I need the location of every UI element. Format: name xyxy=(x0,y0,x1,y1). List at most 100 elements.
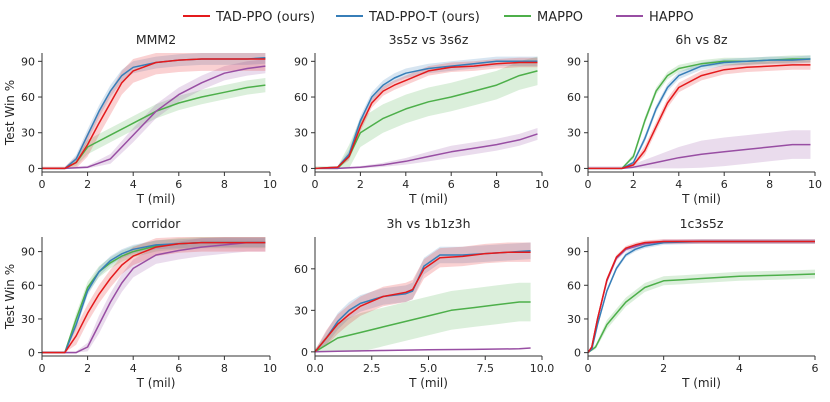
x-tick-label: 5.0 xyxy=(420,362,438,375)
x-tick-label: 2.5 xyxy=(363,362,381,375)
x-tick-label: 7.5 xyxy=(477,362,495,375)
x-tick-label: 8 xyxy=(221,362,228,375)
band-mappo xyxy=(42,78,266,169)
x-tick-label: 6 xyxy=(448,178,455,191)
x-tick-label: 8 xyxy=(493,178,500,191)
y-tick-label: 90 xyxy=(567,55,581,68)
y-tick-label: 30 xyxy=(567,313,581,326)
y-tick-label: 90 xyxy=(567,246,581,259)
y-tick-label: 30 xyxy=(294,127,308,140)
x-tick-label: 6 xyxy=(175,362,182,375)
y-tick-label: 0 xyxy=(574,347,581,360)
panel-title: corridor xyxy=(132,216,182,231)
x-axis-label: T (mil) xyxy=(681,192,721,206)
y-axis-label: Test Win % xyxy=(3,80,17,146)
y-tick-label: 90 xyxy=(21,246,35,259)
legend: TAD-PPO (ours) TAD-PPO-T (ours) MAPPO HA… xyxy=(183,10,694,25)
series-line-tad-ppo-t-ours xyxy=(314,60,538,170)
series-line-tad-ppo-ours xyxy=(42,58,266,170)
band-tad-ppo-ours xyxy=(42,237,266,353)
x-tick-label: 10 xyxy=(263,362,277,375)
x-tick-label: 2 xyxy=(630,178,637,191)
series-line-happo xyxy=(42,65,266,170)
band-tad-ppo-t-ours xyxy=(588,239,815,353)
series-line-tad-ppo-ours xyxy=(314,61,538,170)
y-tick-label: 30 xyxy=(567,127,581,140)
legend-label-happo: HAPPO xyxy=(649,10,694,25)
panel-title: 1c3s5z xyxy=(680,216,724,231)
series-line-mappo xyxy=(314,301,531,353)
band-happo xyxy=(588,239,815,353)
x-tick-label: 10.0 xyxy=(530,362,555,375)
x-axis-label: T (mil) xyxy=(136,192,176,206)
y-tick-label: 30 xyxy=(21,313,35,326)
x-tick-label: 10 xyxy=(535,178,549,191)
series-line-mappo xyxy=(587,273,816,354)
x-axis-label: T (mil) xyxy=(408,192,448,206)
x-tick-label: 0.0 xyxy=(306,362,324,375)
y-tick-label: 30 xyxy=(294,304,308,317)
panel-title: MMM2 xyxy=(136,32,176,47)
band-happo xyxy=(42,237,266,353)
band-happo xyxy=(588,130,811,169)
x-axis-label: T (mil) xyxy=(136,376,176,390)
series-line-tad-ppo-ours xyxy=(42,241,266,354)
series-line-tad-ppo-ours xyxy=(587,240,815,354)
y-axis-label: Test Win % xyxy=(3,264,17,330)
x-tick-label: 10 xyxy=(808,178,822,191)
series-line-tad-ppo-ours xyxy=(588,64,811,170)
x-tick-label: 4 xyxy=(130,362,137,375)
y-tick-label: 30 xyxy=(21,127,35,140)
y-tick-label: 0 xyxy=(28,347,35,360)
panel-3s5z-vs-3s6z: 3s5z vs 3s6z 0 2 4 6 8 10 0 30 60 90 T (mil) xyxy=(294,32,549,206)
x-tick-label: 8 xyxy=(221,178,228,191)
x-tick-label: 6 xyxy=(175,178,182,191)
x-tick-label: 0 xyxy=(312,178,319,191)
series-line-happo xyxy=(588,143,811,170)
x-tick-label: 2 xyxy=(84,178,91,191)
y-tick-label: 90 xyxy=(294,55,308,68)
x-tick-label: 2 xyxy=(84,362,91,375)
band-mappo xyxy=(588,269,815,353)
legend-label-tad-ppo: TAD-PPO (ours) xyxy=(215,10,315,25)
x-tick-label: 6 xyxy=(721,178,728,191)
y-tick-label: 60 xyxy=(21,279,35,292)
x-axis-label: T (mil) xyxy=(408,376,448,390)
y-tick-label: 60 xyxy=(294,91,308,104)
legend-label-mappo: MAPPO xyxy=(537,10,583,25)
y-tick-label: 90 xyxy=(21,55,35,68)
band-happo xyxy=(315,128,538,169)
series-line-tad-ppo-ours xyxy=(314,251,531,353)
series-line-happo xyxy=(42,241,266,354)
series-line-happo xyxy=(315,133,538,170)
band-tad-ppo-ours xyxy=(588,239,815,353)
band-tad-ppo-ours xyxy=(315,242,531,352)
x-tick-label: 4 xyxy=(675,178,682,191)
y-tick-label: 0 xyxy=(574,162,581,175)
panel-title: 6h vs 8z xyxy=(675,32,728,47)
panel-3h-vs-1b1z3h: 3h vs 1b1z3h 0.0 2.5 5.0 7.5 10.0 0 30 60 T (mil) xyxy=(294,216,554,390)
x-tick-label: 8 xyxy=(766,178,773,191)
band-tad-ppo-t-ours xyxy=(42,53,266,169)
panel-title: 3s5z vs 3s6z xyxy=(389,32,469,47)
panel-corridor: corridor 0 2 4 6 8 10 0 30 60 90 T (mil) Test Win % xyxy=(3,216,277,390)
series-line-tad-ppo-t-ours xyxy=(588,58,811,170)
x-tick-label: 0 xyxy=(39,178,46,191)
panel-mmm2: MMM2 0 2 4 6 8 10 0 30 60 90 T (mil) Test Win % xyxy=(3,32,277,206)
legend-label-tad-ppo-t: TAD-PPO-T (ours) xyxy=(368,10,480,25)
x-tick-label: 2 xyxy=(357,178,364,191)
series-line-happo xyxy=(314,347,531,353)
x-tick-label: 2 xyxy=(660,362,667,375)
panel-6h-vs-8z: 6h vs 8z 0 2 4 6 8 10 0 30 60 90 T (mil) xyxy=(567,32,822,206)
y-tick-label: 60 xyxy=(21,91,35,104)
x-tick-label: 4 xyxy=(130,178,137,191)
x-axis-label: T (mil) xyxy=(681,376,721,390)
panel-title: 3h vs 1b1z3h xyxy=(386,216,470,231)
x-tick-label: 6 xyxy=(812,362,819,375)
y-tick-label: 60 xyxy=(294,263,308,276)
x-tick-label: 0 xyxy=(585,178,592,191)
y-tick-label: 0 xyxy=(301,346,308,359)
x-tick-label: 4 xyxy=(736,362,743,375)
x-tick-label: 0 xyxy=(585,362,592,375)
